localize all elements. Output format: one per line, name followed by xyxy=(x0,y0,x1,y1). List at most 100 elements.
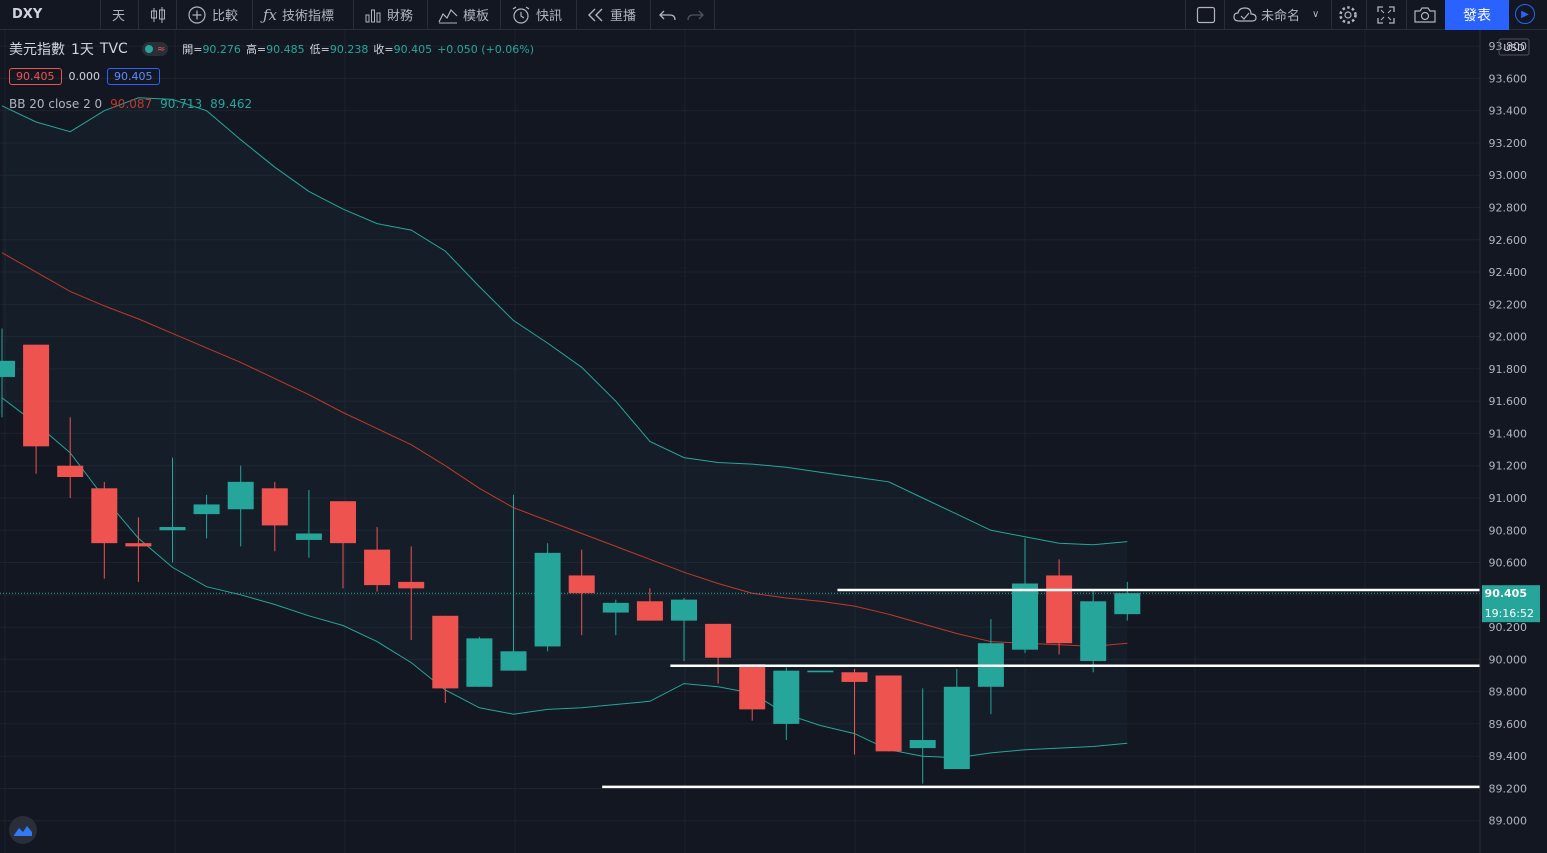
legend-symbol-name[interactable]: 美元指數 xyxy=(9,42,65,58)
chart-grid xyxy=(0,30,1480,853)
candle xyxy=(909,688,936,784)
market-status-pill[interactable]: ≈ xyxy=(141,42,169,56)
candle xyxy=(943,669,970,770)
candle-body xyxy=(466,638,493,687)
bb-band-fill xyxy=(2,97,1128,758)
symbol-label: DXY xyxy=(12,7,43,22)
settings-button[interactable] xyxy=(1338,0,1358,29)
bb-basis-line xyxy=(1,252,1128,647)
price-tick-label: 90.600 xyxy=(1489,557,1528,570)
financials-button[interactable]: 財務 xyxy=(364,0,413,29)
legend-interval: 1天 xyxy=(71,42,94,58)
toolbar-divider xyxy=(714,0,715,29)
price-tick-label: 91.200 xyxy=(1489,460,1528,473)
candle xyxy=(500,494,527,671)
price-chart[interactable]: 89.000 89.200 89.400 89.600 89.800 90.000 90.2… xyxy=(0,30,1547,853)
candle xyxy=(1046,559,1073,655)
play-icon: ▶ xyxy=(1521,8,1529,20)
tradingview-logo[interactable] xyxy=(9,816,37,844)
redo-icon xyxy=(687,10,704,20)
price-tick-label: 89.000 xyxy=(1489,815,1528,828)
candle-body xyxy=(330,501,356,544)
chevron-down-icon: ∨ xyxy=(1312,9,1320,20)
publish-label: 發表 xyxy=(1463,8,1491,24)
bid-price-box[interactable]: 90.405 xyxy=(9,67,62,85)
price-tick-label: 93.600 xyxy=(1489,72,1528,85)
candle xyxy=(125,517,152,582)
redo-button[interactable] xyxy=(686,0,704,29)
candle xyxy=(705,623,732,684)
compare-button[interactable]: 比較 xyxy=(187,0,238,29)
close-value: 90.405 xyxy=(393,43,433,56)
candle-body xyxy=(841,672,868,682)
publish-button[interactable]: 發表 xyxy=(1445,0,1509,30)
layout-select-button[interactable] xyxy=(1196,0,1216,29)
candle xyxy=(1114,581,1141,621)
candle-body xyxy=(125,543,152,547)
toolbar-divider xyxy=(138,0,139,29)
undo-button[interactable] xyxy=(659,0,677,29)
candles[interactable] xyxy=(0,328,1141,784)
candle-body xyxy=(432,615,459,689)
price-tick-label: 89.800 xyxy=(1489,686,1528,699)
candle xyxy=(193,494,220,539)
legend-high: 高=90.485 xyxy=(246,41,305,57)
templates-button[interactable]: 模板 xyxy=(438,0,489,29)
candle xyxy=(159,457,186,563)
close-label: 收= xyxy=(373,43,394,56)
fullscreen-button[interactable] xyxy=(1377,0,1395,29)
candle-body xyxy=(943,686,970,770)
bb-upper-value: 90.713 xyxy=(160,97,203,111)
candles-icon xyxy=(151,6,165,23)
snapshot-button[interactable] xyxy=(1414,0,1436,29)
interval-button[interactable]: 天 xyxy=(112,0,125,29)
price-tick-label: 89.600 xyxy=(1489,718,1528,731)
alert-button[interactable]: 快訊 xyxy=(511,0,562,29)
chart-legend: 美元指數 1天 TVC ≈ 開=90.276 高=90.485 低=90.238… xyxy=(9,38,539,116)
rewind-icon xyxy=(588,8,603,21)
price-axis[interactable]: 89.000 89.200 89.400 89.600 89.800 90.000 90.2… xyxy=(1479,30,1547,853)
replay-label: 重播 xyxy=(610,9,637,24)
candle-body xyxy=(57,465,84,478)
alarm-clock-icon xyxy=(512,6,530,24)
indicators-label: 技術指標 xyxy=(282,9,335,24)
high-label: 高= xyxy=(245,43,267,56)
undo-icon xyxy=(659,10,676,20)
indicators-button[interactable]: ƒx 技術指標 xyxy=(263,0,334,29)
candle-body xyxy=(568,575,595,594)
last-price-tag xyxy=(1482,585,1540,623)
toolbar-divider xyxy=(1224,0,1225,29)
candle-body xyxy=(1114,593,1141,615)
horizontal-lines[interactable] xyxy=(602,588,1547,789)
financials-label: 財務 xyxy=(387,9,414,24)
replay-button[interactable]: 重播 xyxy=(587,0,636,29)
low-label: 低= xyxy=(309,43,330,56)
layout-name-label: 未命名 xyxy=(1261,9,1301,24)
currency-label: USD xyxy=(1503,43,1525,54)
candle-body xyxy=(261,488,288,526)
candle xyxy=(636,588,663,621)
indicator-title[interactable]: BB 20 close 2 0 xyxy=(9,97,103,111)
candle-body xyxy=(602,602,629,613)
price-tick-label: 93.400 xyxy=(1489,105,1528,118)
square-icon xyxy=(1196,6,1216,23)
candle-body xyxy=(295,533,322,540)
candle-body xyxy=(875,675,902,752)
toolbar-divider xyxy=(1366,0,1367,29)
high-value: 90.485 xyxy=(266,43,305,56)
price-tick-label: 92.200 xyxy=(1489,298,1528,311)
candle xyxy=(466,636,493,687)
chart-type-button[interactable] xyxy=(150,0,166,29)
play-button[interactable]: ▶ xyxy=(1515,4,1535,24)
candle-body xyxy=(739,664,766,710)
ask-price-box[interactable]: 90.405 xyxy=(107,67,160,85)
symbol-search-button[interactable]: DXY xyxy=(12,0,42,29)
price-tick-label: 92.400 xyxy=(1489,266,1528,279)
legend-exchange: TVC xyxy=(99,41,128,57)
layout-name-button[interactable]: 未命名 ∨ xyxy=(1233,0,1324,29)
last-price-label: 90.405 xyxy=(1485,587,1527,600)
price-tick-label: 91.600 xyxy=(1489,395,1528,408)
toolbar-divider xyxy=(650,0,651,29)
candle xyxy=(875,675,902,752)
bb-lower-value: 89.462 xyxy=(210,97,253,111)
